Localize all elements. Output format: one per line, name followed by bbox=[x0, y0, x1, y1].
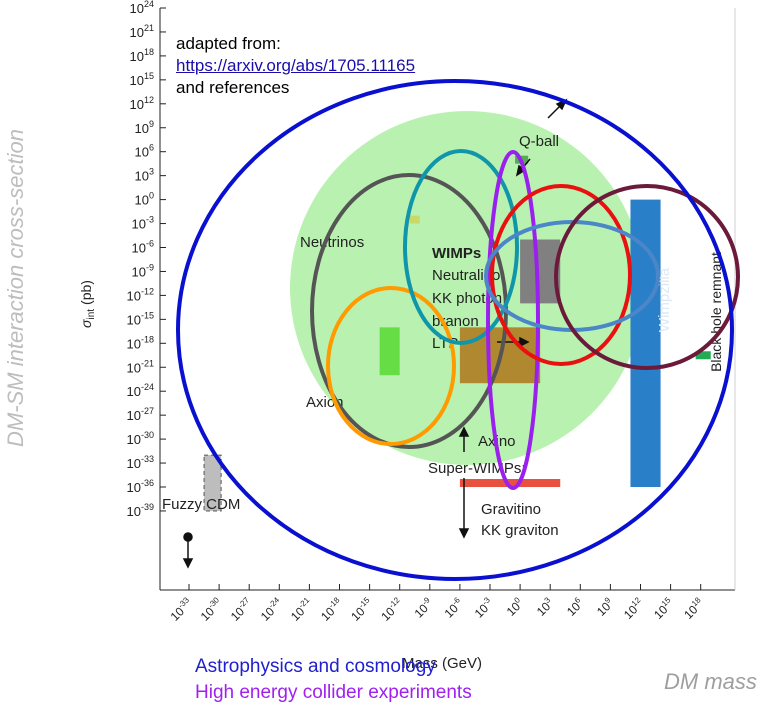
region-wimpzilla bbox=[630, 199, 661, 487]
x-tick-label: 10-12 bbox=[378, 595, 407, 624]
y-tick-label: 100 bbox=[135, 191, 154, 208]
x-tick-label: 10-30 bbox=[197, 595, 226, 624]
x-tick-label: 1015 bbox=[650, 595, 677, 622]
label-wimpzilla: Wimpzilla bbox=[656, 267, 673, 332]
x-tick-label: 1012 bbox=[620, 595, 647, 622]
legend-item-collider: High energy collider experiments bbox=[195, 682, 472, 703]
ellipse-orange bbox=[326, 286, 456, 446]
region-neutrinos bbox=[409, 215, 420, 224]
label-kk-photon: KK photon bbox=[432, 290, 502, 307]
x-tick-label: 10-15 bbox=[347, 595, 376, 624]
y-tick-label: 10-18 bbox=[127, 334, 154, 351]
x-tick-label: 10-21 bbox=[287, 595, 316, 624]
ellipse-purple bbox=[486, 150, 540, 490]
y-tick-label: 1018 bbox=[130, 47, 154, 64]
x-tick-label: 10-18 bbox=[317, 595, 346, 624]
overlay-ellipses bbox=[176, 79, 740, 581]
source-link[interactable]: https://arxiv.org/abs/1705.11165 bbox=[176, 56, 416, 75]
region-black-hole-remnant bbox=[695, 351, 711, 360]
x-tick-label: 109 bbox=[593, 595, 617, 619]
ellipse-teal bbox=[403, 149, 519, 345]
region-fuzzy-cdm bbox=[203, 454, 222, 512]
y-tick-label: 10-39 bbox=[127, 502, 154, 519]
x-tick-label: 1018 bbox=[680, 595, 707, 622]
label-gravitino: Gravitino bbox=[481, 501, 541, 518]
ellipse-blue-large bbox=[176, 79, 734, 581]
label-wimps: WIMPs bbox=[432, 245, 481, 262]
y-tick-label: 1021 bbox=[130, 23, 154, 40]
y-tick-label: 10-9 bbox=[132, 262, 154, 279]
y-tick-label: 10-33 bbox=[127, 454, 154, 471]
legend-item-astrophysics: Astrophysics and cosmology bbox=[195, 656, 436, 677]
label-superwimps: Super-WIMPs: bbox=[428, 460, 526, 477]
region-gravitino-kk-graviton bbox=[459, 479, 561, 487]
x-tick-label: 10-3 bbox=[471, 595, 496, 620]
dm-mass-label: DM mass bbox=[664, 669, 757, 694]
source-note: adapted from: https://arxiv.org/abs/1705… bbox=[176, 33, 415, 99]
ellipse-maroon bbox=[554, 184, 740, 370]
x-tick-label: 10-6 bbox=[441, 595, 466, 620]
y-tick-label: 103 bbox=[135, 167, 154, 184]
y-tick-label: 10-27 bbox=[127, 406, 154, 423]
label-qball: Q-ball bbox=[519, 133, 559, 150]
source-line-3: and references bbox=[176, 78, 290, 97]
arrows bbox=[182, 98, 568, 569]
y-tick-label: 10-30 bbox=[127, 430, 154, 447]
y-tick-label: 1024 bbox=[130, 0, 154, 16]
x-tick-label: 10-24 bbox=[257, 595, 286, 624]
label-black-hole-remnant: Black hole remnant bbox=[708, 252, 724, 372]
label-neutrinos: Neutrinos bbox=[300, 234, 364, 251]
ellipse-red bbox=[490, 184, 632, 366]
wimps-arrowhead bbox=[519, 336, 530, 348]
x-tick-label: 106 bbox=[563, 595, 587, 619]
label-fuzzy-cdm: Fuzzy CDM bbox=[162, 496, 240, 513]
x-tick-label: 103 bbox=[533, 595, 557, 619]
fuzzy-arrowhead bbox=[182, 558, 194, 569]
y-tick-label: 10-21 bbox=[127, 358, 154, 375]
x-tick-label: 10-27 bbox=[227, 595, 256, 624]
region-wimps bbox=[520, 239, 561, 304]
y-axis-title: σint(pb) bbox=[78, 280, 97, 328]
label-neutralino: Neutralino bbox=[432, 267, 500, 284]
source-line-1: adapted from: bbox=[176, 34, 281, 53]
superwimp-arrowhead bbox=[458, 528, 470, 539]
x-tick-label: 10-33 bbox=[167, 595, 196, 624]
y-tick-label: 1012 bbox=[130, 95, 154, 112]
y-tick-label: 10-15 bbox=[127, 310, 154, 327]
y-tick-label: 1015 bbox=[130, 71, 154, 88]
y-tick-label: 10-3 bbox=[132, 215, 154, 232]
y-tick-label: 10-36 bbox=[127, 478, 154, 495]
x-tick-label: 100 bbox=[503, 595, 527, 619]
y-tick-label: 10-24 bbox=[127, 382, 154, 399]
y-tick-label: 109 bbox=[135, 119, 154, 136]
y-tick-label: 10-12 bbox=[127, 286, 154, 303]
x-tick-label: 10-9 bbox=[411, 595, 436, 620]
y-tick-label: 106 bbox=[135, 143, 154, 160]
y-tick-label: 10-6 bbox=[132, 239, 154, 256]
axino-arrowhead bbox=[458, 426, 470, 437]
region-axion bbox=[379, 327, 400, 376]
label-kk-graviton: KK graviton bbox=[481, 522, 559, 539]
legend: Astrophysics and cosmology High energy c… bbox=[195, 654, 472, 706]
x-axis-title: Mass (GeV) bbox=[402, 655, 482, 672]
dm-landscape-circle bbox=[290, 111, 644, 465]
